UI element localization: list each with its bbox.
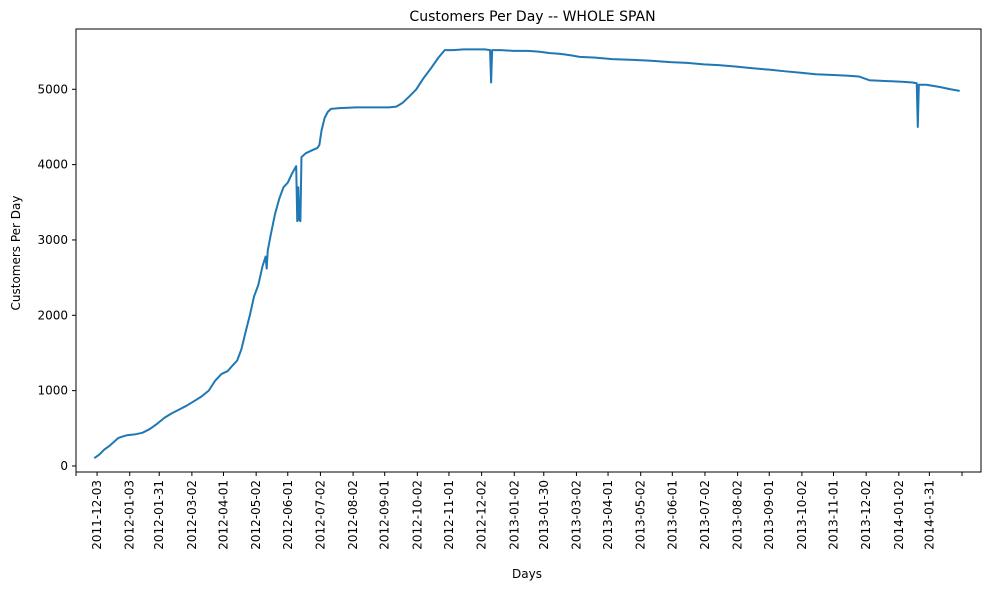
y-tick-label: 4000 xyxy=(37,158,68,172)
plot-frame xyxy=(75,28,982,473)
x-tick-label: 2013-10-02 xyxy=(795,480,809,550)
x-tick-label: 2012-11-01 xyxy=(442,480,456,550)
x-tick-label: 2012-06-01 xyxy=(281,480,295,550)
series-line-0 xyxy=(93,48,960,459)
y-tick-label: 1000 xyxy=(37,384,68,398)
x-tick-label: 2013-04-01 xyxy=(601,480,615,550)
x-axis: 2011-12-03 2012-01-03 2012-01-31 2012-03-02… xyxy=(75,472,963,550)
x-tick-label: 2012-01-03 xyxy=(123,480,137,550)
x-tick-label: 2013-12-02 xyxy=(859,480,873,550)
x-tick-label: 2013-07-02 xyxy=(698,480,712,550)
y-axis: 0 1000 2000 3000 4000 5000 xyxy=(37,82,76,473)
x-tick-label: 2012-10-02 xyxy=(410,480,424,550)
x-tick-label: 2013-06-01 xyxy=(665,480,679,550)
y-tick-label: 2000 xyxy=(37,308,68,322)
x-tick-label: 2012-07-02 xyxy=(313,480,327,550)
x-tick-label: 2013-01-30 xyxy=(537,480,551,550)
y-axis-label: Customers Per Day xyxy=(9,196,23,311)
series-group xyxy=(93,48,960,459)
x-tick-label: 2012-01-31 xyxy=(152,480,166,550)
y-tick-label: 5000 xyxy=(37,82,68,96)
x-tick-label: 2013-11-01 xyxy=(827,480,841,550)
y-tick-label: 0 xyxy=(60,459,68,473)
x-tick-label: 2013-01-02 xyxy=(507,480,521,550)
x-tick-label: 2013-09-01 xyxy=(762,480,776,550)
y-tick-label: 3000 xyxy=(37,233,68,247)
x-tick-label: 2012-09-01 xyxy=(378,480,392,550)
x-tick-label: 2013-08-02 xyxy=(731,480,745,550)
x-tick-label: 2013-05-02 xyxy=(634,480,648,550)
x-tick-label: 2014-01-02 xyxy=(892,480,906,550)
x-tick-label: 2012-03-02 xyxy=(185,480,199,550)
x-tick-label: 2012-12-02 xyxy=(475,480,489,550)
x-tick-label: 2012-05-02 xyxy=(249,480,263,550)
x-axis-label: Days xyxy=(512,567,542,581)
chart-title: Customers Per Day -- WHOLE SPAN xyxy=(409,9,655,25)
x-tick-label: 2012-04-01 xyxy=(216,480,230,550)
x-tick-label: 2014-01-31 xyxy=(922,480,936,550)
x-tick-label: 2012-08-02 xyxy=(346,480,360,550)
x-tick-label: 2013-03-02 xyxy=(569,480,583,550)
x-tick-label: 2011-12-03 xyxy=(90,480,104,550)
